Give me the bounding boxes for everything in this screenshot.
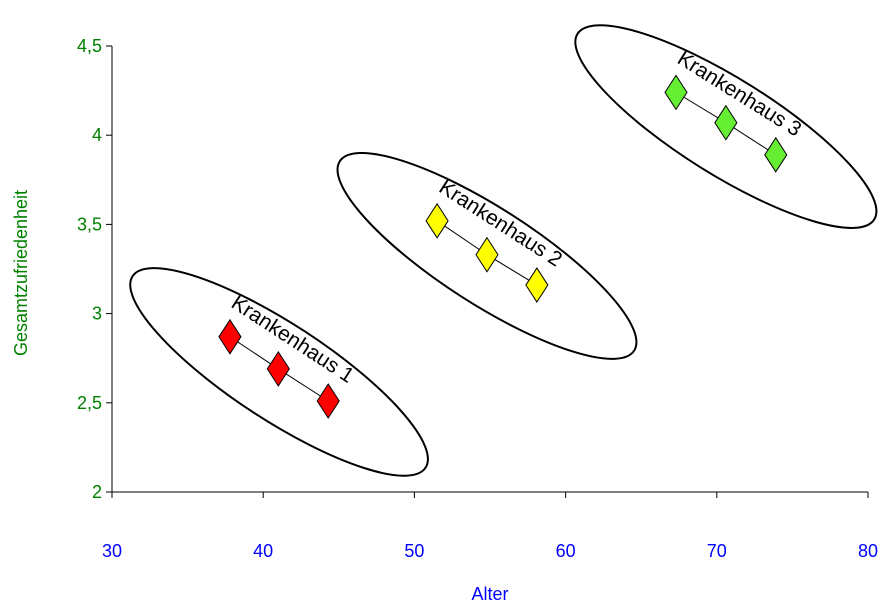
group-ellipse	[129, 267, 429, 477]
y-tick-label: 3	[92, 304, 102, 324]
data-point	[475, 236, 499, 273]
y-axis-title: Gesamtzufriedenheit	[11, 190, 31, 356]
data-point	[316, 383, 340, 419]
data-point	[218, 318, 242, 355]
x-axis-title: Alter	[471, 584, 508, 604]
axes: 30 40 50 60 70 80 2 2,5 3 3,5 4 4,5	[77, 36, 878, 561]
x-tick-label: 50	[404, 541, 424, 561]
data-point	[525, 267, 549, 303]
y-tick-label: 2	[92, 482, 102, 502]
x-tick-label: 60	[556, 541, 576, 561]
data-point	[764, 136, 788, 173]
data-point	[714, 104, 738, 141]
group-ellipse	[574, 24, 878, 229]
group-ellipse	[336, 152, 638, 360]
data-point	[664, 74, 688, 111]
x-tick-label: 30	[102, 541, 122, 561]
data-point	[425, 202, 449, 239]
group-label: Krankenhaus 2	[435, 176, 566, 272]
x-tick-label: 40	[253, 541, 273, 561]
group-label: Krankenhaus 1	[227, 291, 358, 388]
y-tick-label: 2,5	[77, 393, 102, 413]
data-point	[266, 350, 290, 387]
x-tick-label: 80	[858, 541, 878, 561]
y-tick-label: 3,5	[77, 214, 102, 234]
group-label: Krankenhaus 3	[673, 47, 805, 141]
group-ellipses	[129, 24, 878, 477]
series-lines-and-points	[218, 74, 788, 419]
y-tick-label: 4,5	[77, 36, 102, 56]
x-tick-label: 70	[707, 541, 727, 561]
y-tick-label: 4	[92, 125, 102, 145]
